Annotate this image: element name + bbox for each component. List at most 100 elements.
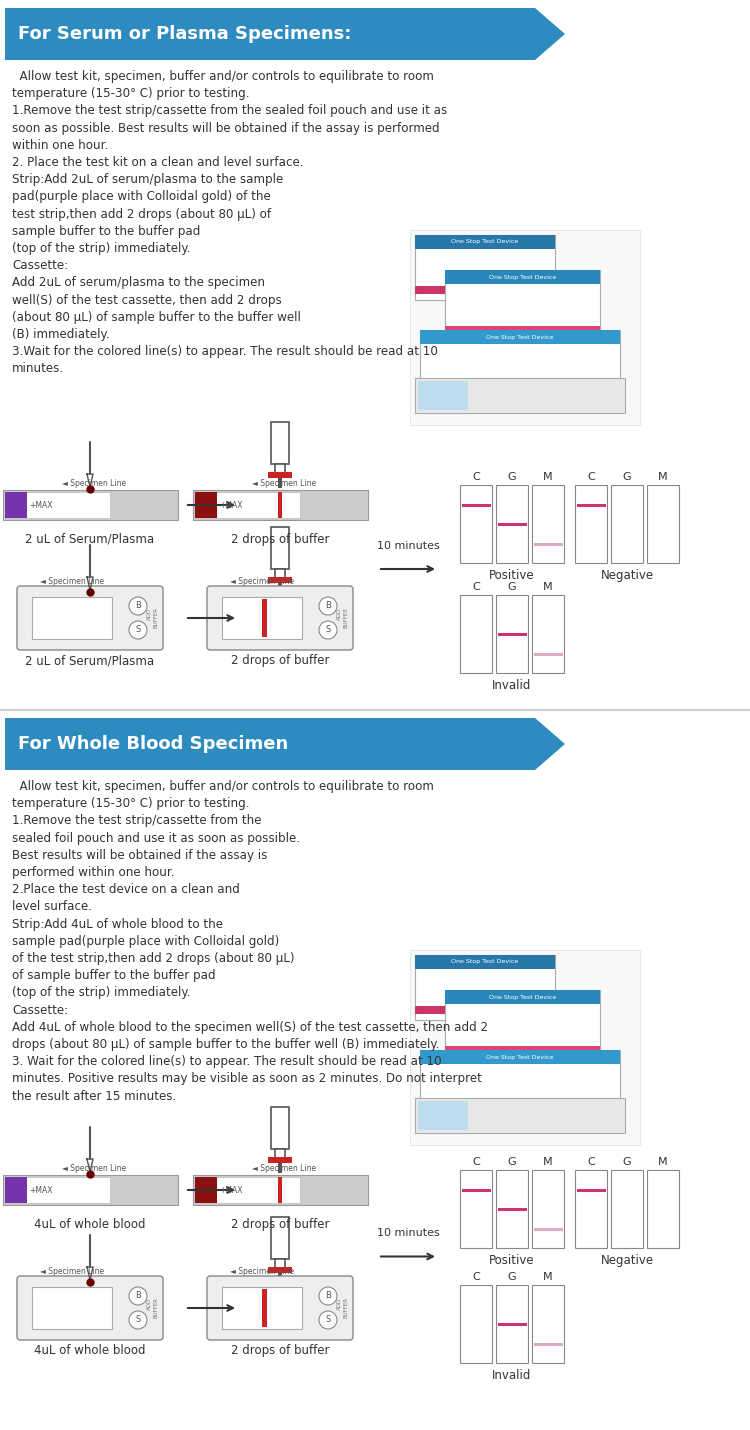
Bar (415, 955, 555, 970)
Bar (415, 378, 625, 413)
Text: G: G (508, 1157, 516, 1167)
Bar (278, 478, 282, 488)
Text: 2 uL of Serum/Plasma: 2 uL of Serum/Plasma (26, 654, 154, 666)
Bar (32, 596, 112, 639)
Text: G: G (508, 1273, 516, 1283)
Text: M: M (658, 472, 668, 482)
Bar (278, 583, 282, 593)
Circle shape (129, 1287, 147, 1306)
Text: ADD
BUFFER: ADD BUFFER (147, 1297, 158, 1318)
Text: ◄ Specimen Line: ◄ Specimen Line (230, 1267, 294, 1276)
Polygon shape (535, 718, 565, 769)
Text: M: M (543, 1273, 553, 1283)
Bar (496, 485, 528, 563)
Text: G: G (508, 472, 516, 482)
Bar (415, 235, 555, 249)
Text: M: M (543, 582, 553, 592)
Bar (222, 596, 302, 639)
Bar (271, 1217, 289, 1258)
Bar (532, 1170, 564, 1248)
Text: G: G (622, 472, 632, 482)
Bar (278, 492, 281, 518)
Bar (4, 1177, 109, 1203)
Bar (278, 1177, 281, 1203)
Text: Positive: Positive (489, 1254, 535, 1267)
Text: ADD
BUFFER: ADD BUFFER (147, 608, 158, 629)
Text: S: S (326, 625, 331, 635)
Bar (275, 1258, 285, 1268)
Bar (222, 1287, 302, 1328)
Text: ◄ Specimen Line: ◄ Specimen Line (62, 1164, 127, 1173)
Text: One Stop Test Device: One Stop Test Device (452, 960, 519, 964)
Text: ◄ Specimen Line: ◄ Specimen Line (62, 479, 127, 488)
Bar (611, 1170, 643, 1248)
Bar (194, 492, 217, 518)
Bar (194, 1177, 299, 1203)
Bar (418, 380, 468, 410)
FancyBboxPatch shape (17, 1276, 163, 1340)
Bar (5, 718, 535, 769)
Text: One Stop Test Device: One Stop Test Device (486, 1054, 554, 1060)
Text: ◄ Specimen Line: ◄ Specimen Line (40, 1267, 104, 1276)
Text: One Stop Test Device: One Stop Test Device (452, 239, 519, 245)
Text: 2 drops of buffer: 2 drops of buffer (231, 654, 329, 666)
Bar (532, 485, 564, 563)
Bar (193, 490, 368, 521)
Bar (268, 1157, 292, 1163)
Bar (275, 1148, 285, 1158)
Bar (410, 950, 640, 1145)
Bar (420, 1050, 620, 1064)
Text: ◄ Specimen Line: ◄ Specimen Line (253, 479, 316, 488)
Bar (532, 1286, 564, 1363)
Text: C: C (587, 1157, 595, 1167)
Text: +MAX: +MAX (220, 1185, 243, 1195)
Bar (445, 990, 600, 1060)
Text: S: S (135, 1316, 141, 1324)
Bar (496, 1170, 528, 1248)
Text: B: B (135, 1291, 141, 1300)
FancyBboxPatch shape (17, 586, 163, 651)
Text: Invalid: Invalid (492, 679, 532, 692)
Text: 2 drops of buffer: 2 drops of buffer (231, 533, 329, 546)
Bar (410, 230, 640, 425)
Bar (262, 599, 267, 636)
Bar (460, 1286, 492, 1363)
Text: For Serum or Plasma Specimens:: For Serum or Plasma Specimens: (18, 24, 351, 43)
Bar (4, 492, 26, 518)
Circle shape (319, 1311, 337, 1328)
Bar (262, 1288, 267, 1327)
Text: 4uL of whole blood: 4uL of whole blood (34, 1344, 146, 1357)
Text: +MAX: +MAX (29, 500, 53, 511)
Bar (418, 1101, 468, 1130)
Circle shape (129, 1311, 147, 1328)
Text: S: S (326, 1316, 331, 1324)
Bar (420, 330, 620, 345)
Bar (445, 326, 600, 335)
Text: C: C (472, 1157, 480, 1167)
Bar (445, 270, 600, 340)
Bar (275, 569, 285, 579)
Bar (611, 485, 643, 563)
Bar (415, 1098, 625, 1133)
Bar (268, 472, 292, 478)
Text: C: C (472, 582, 480, 592)
Bar (496, 595, 528, 674)
Bar (647, 1170, 679, 1248)
Bar (415, 1005, 555, 1014)
Text: M: M (543, 1157, 553, 1167)
Text: B: B (135, 602, 141, 611)
Bar (496, 1286, 528, 1363)
Bar (460, 595, 492, 674)
Bar (420, 1115, 620, 1124)
Bar (4, 492, 109, 518)
Text: C: C (472, 1273, 480, 1283)
Text: Allow test kit, specimen, buffer and/or controls to equilibrate to room
temperat: Allow test kit, specimen, buffer and/or … (12, 779, 488, 1103)
Text: Allow test kit, specimen, buffer and/or controls to equilibrate to room
temperat: Allow test kit, specimen, buffer and/or … (12, 70, 447, 376)
Bar (5, 9, 535, 60)
Bar (420, 396, 620, 405)
Text: +MAX: +MAX (220, 500, 243, 511)
Bar (278, 1273, 282, 1283)
Bar (445, 270, 600, 285)
Bar (445, 990, 600, 1004)
Text: 10 minutes: 10 minutes (376, 1228, 440, 1238)
